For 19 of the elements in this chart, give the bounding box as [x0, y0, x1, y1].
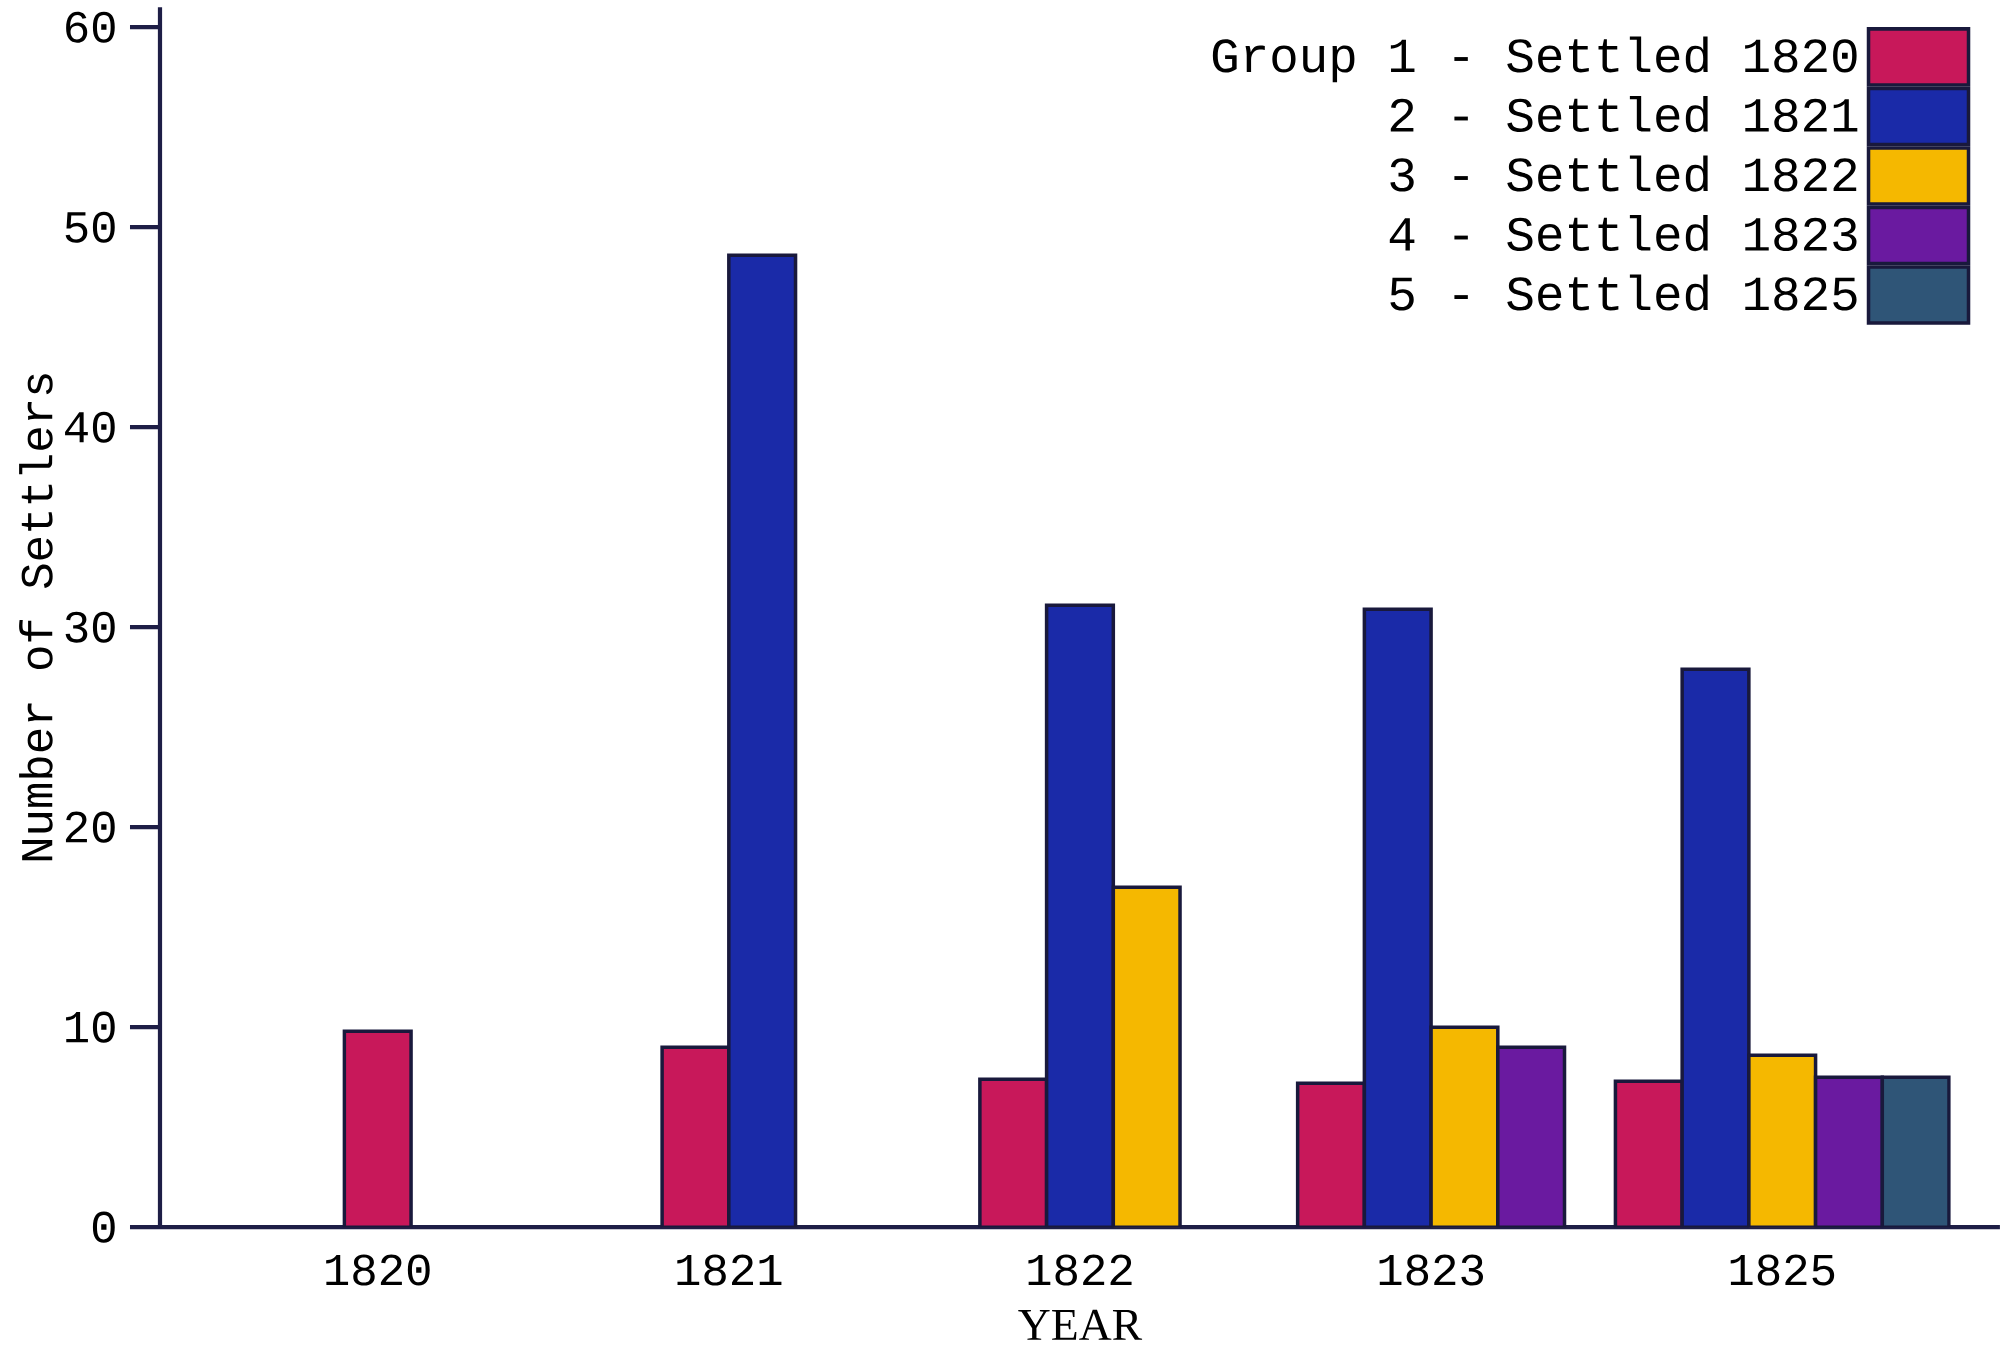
x-tick-label: 1820	[326, 1254, 430, 1286]
y-tick-label: 30	[65, 611, 115, 643]
legend-label: Group 1 - Settled 1820	[1212, 36, 1857, 83]
y-tick-label: 50	[65, 211, 115, 243]
x-tick-label: 1823	[1379, 1254, 1484, 1286]
y-tick-label: 0	[92, 1211, 115, 1243]
y-tick-label: 20	[65, 811, 115, 843]
y-axis-title: Number of Settlers	[19, 374, 53, 861]
legend-label: 2 - Settled 1821	[1390, 96, 1858, 133]
x-tick-label: 1825	[1730, 1254, 1835, 1286]
legend-label: 5 - Settled 1825	[1390, 274, 1857, 311]
y-tick-label: 60	[66, 11, 115, 43]
x-tick-label: 1822	[1028, 1254, 1132, 1286]
y-tick-label: 10	[66, 1011, 115, 1043]
legend-label: 4 - Settled 1823	[1389, 215, 1857, 252]
x-axis-title: YEAR	[1018, 1309, 1143, 1341]
legend-label: 3 - Settled 1822	[1390, 155, 1857, 192]
x-tick-label: 1821	[677, 1254, 782, 1286]
y-tick-label: 40	[65, 411, 115, 443]
